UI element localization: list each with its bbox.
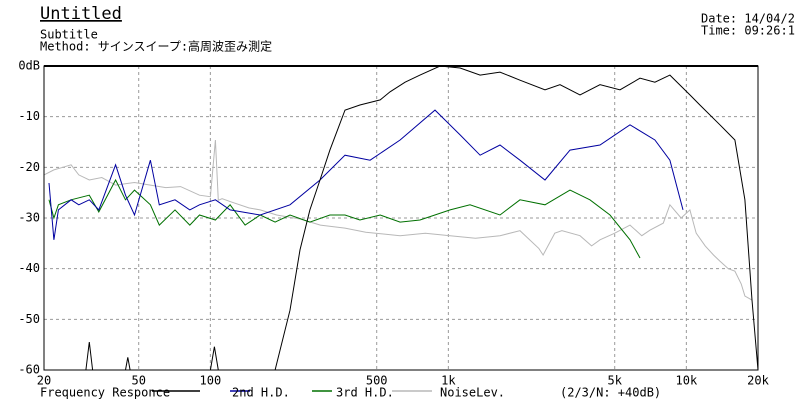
chart-title: Untitled (40, 4, 122, 24)
legend-note: (2/3/N: +40dB) (560, 386, 661, 400)
chart-subtitle: Subtitle (40, 28, 98, 42)
date: Date: 14/04/2 (701, 12, 795, 26)
y-tick-label: -30 (18, 211, 40, 225)
x-tick-label: 1k (441, 374, 456, 388)
x-tick-label: 100 (200, 374, 222, 388)
x-tick-label: 50 (131, 374, 145, 388)
x-tick-label: 500 (366, 374, 388, 388)
series-line (48, 109, 684, 240)
method: Method: サインスイープ:高周波歪み測定 (40, 39, 272, 54)
legend-label: NoiseLev. (440, 386, 505, 400)
series-line (85, 65, 759, 371)
series-line (43, 139, 753, 301)
y-tick-label: -50 (18, 312, 40, 326)
series-line (48, 178, 641, 259)
y-tick-label: -40 (18, 261, 40, 275)
legend-label: Frequency Responce (40, 386, 170, 400)
y-tick-label: -20 (18, 160, 40, 174)
y-tick-label: -60 (18, 363, 40, 377)
legend-label: 2nd H.D. (232, 386, 290, 400)
time: Time: 09:26:1 (701, 24, 795, 38)
y-tick-label: -10 (18, 109, 40, 123)
x-tick-label: 20k (747, 374, 769, 388)
y-tick-label: 0dB (18, 59, 40, 73)
x-tick-label: 5k (607, 374, 622, 388)
x-tick-label: 20 (37, 374, 51, 388)
x-tick-label: 10k (676, 374, 698, 388)
legend-label: 3rd H.D. (336, 386, 394, 400)
